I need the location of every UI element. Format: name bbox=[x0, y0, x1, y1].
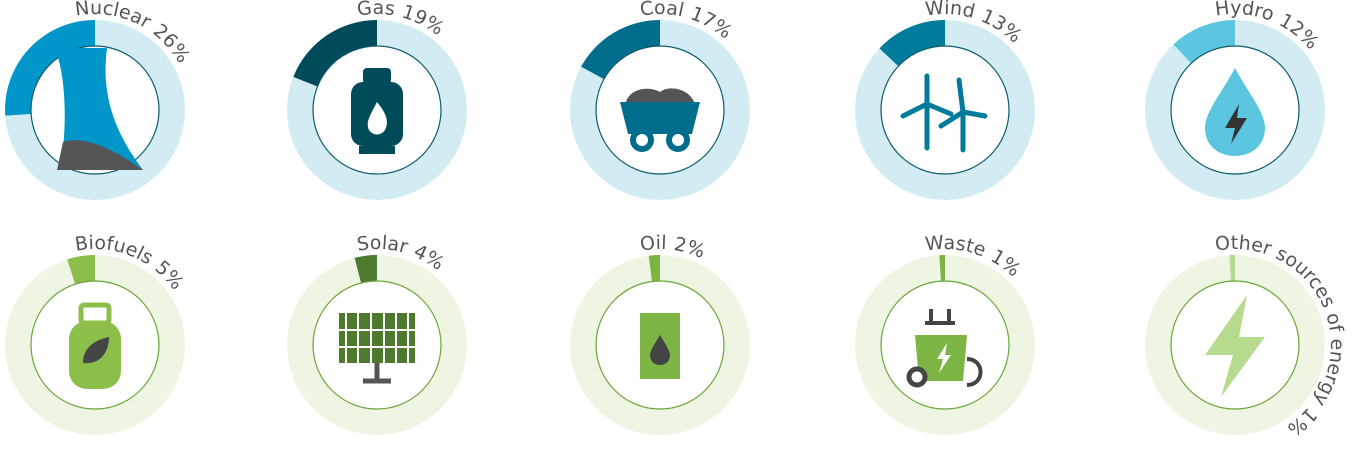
bolt bbox=[937, 343, 951, 373]
icon bbox=[55, 48, 143, 170]
panel bbox=[339, 313, 415, 363]
base bbox=[359, 146, 395, 154]
icon bbox=[900, 73, 988, 153]
icon bbox=[339, 313, 415, 384]
category-label: Wind bbox=[924, 0, 977, 23]
cooling-tower bbox=[55, 48, 143, 170]
valve bbox=[363, 68, 391, 84]
icon bbox=[640, 313, 680, 379]
gauge-arc bbox=[67, 255, 95, 285]
icon bbox=[1205, 295, 1265, 397]
stand bbox=[363, 363, 391, 384]
icon bbox=[1205, 68, 1265, 156]
gauge-arc bbox=[648, 255, 660, 282]
wheel bbox=[906, 366, 928, 388]
gauge-arc bbox=[1173, 20, 1235, 64]
leaf bbox=[83, 337, 109, 364]
gauge-arc bbox=[1229, 255, 1235, 282]
icon bbox=[620, 88, 700, 152]
gauge-arc bbox=[293, 20, 377, 87]
gauge-arc bbox=[879, 20, 945, 67]
plug bbox=[925, 309, 983, 387]
icon bbox=[351, 68, 403, 154]
cart bbox=[620, 102, 700, 134]
bolt bbox=[1205, 295, 1265, 397]
wheel bbox=[666, 128, 690, 152]
drop bbox=[650, 335, 670, 365]
gauge-arc bbox=[939, 255, 945, 282]
handle bbox=[78, 302, 112, 326]
category-label: Oil bbox=[639, 232, 667, 256]
ground bbox=[57, 140, 143, 170]
gauge-arc bbox=[4, 20, 95, 116]
category-label: Coal bbox=[639, 0, 686, 22]
cells bbox=[339, 313, 415, 363]
coal bbox=[626, 88, 694, 102]
icon bbox=[906, 309, 983, 388]
icon bbox=[69, 302, 121, 389]
category-label: Gas bbox=[356, 0, 396, 21]
turbines bbox=[900, 73, 988, 153]
category-label: Solar bbox=[356, 232, 411, 258]
flame bbox=[367, 102, 387, 135]
gauge-arc bbox=[581, 19, 660, 80]
bolt bbox=[1225, 104, 1247, 144]
wheel bbox=[630, 128, 654, 152]
gauge-arc bbox=[354, 255, 377, 284]
